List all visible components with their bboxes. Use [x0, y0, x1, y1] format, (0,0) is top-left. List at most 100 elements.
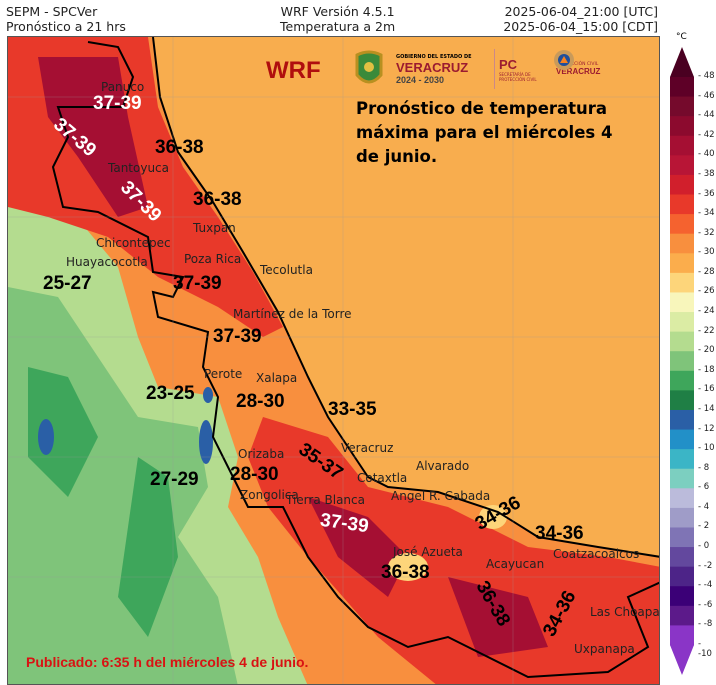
colorbar-tick: - -10 — [698, 639, 712, 659]
wrf-logo: WRF — [266, 57, 321, 84]
cold-spot — [203, 387, 213, 403]
city-label: Huayacocotla — [66, 255, 148, 269]
city-label: Coatzacoalcos — [553, 547, 640, 561]
city-label: Acayucan — [486, 557, 545, 571]
colorbar-swatch — [670, 116, 694, 137]
temperature-colorbar: °C - 48 - 46 - 44 - 42 - 40 - 38 - 36 - 34 - 32 -… — [668, 32, 716, 685]
colorbar-swatch — [670, 586, 694, 607]
temp-range-label: 23-25 — [146, 383, 195, 404]
colorbar-max-arrow — [670, 47, 694, 77]
colorbar-swatch — [670, 312, 694, 333]
city-label: Tuxpan — [193, 221, 236, 235]
temp-range-label: 33-35 — [328, 399, 377, 420]
cold-spot — [199, 420, 213, 464]
map-gridlines — [8, 37, 659, 684]
colorbar-tick: - -2 — [698, 560, 713, 571]
colorbar-tick: - 34 — [698, 208, 715, 219]
colorbar-swatch — [670, 409, 694, 431]
very-hot-zone — [308, 497, 408, 597]
colorbar-tick: - 48 — [698, 71, 715, 81]
colorbar-swatch — [670, 155, 694, 176]
colorbar-tick: - 8 — [698, 462, 710, 473]
temp-range-label: 25-27 — [43, 273, 92, 294]
warm-spot — [388, 553, 428, 581]
temp-range-label: 37-39 — [93, 93, 142, 114]
highland-green-zone — [118, 457, 178, 637]
temp-range-label: 36-38 — [155, 137, 204, 158]
city-label: Angel R. Cabada — [391, 489, 491, 503]
forecast-title: Pronóstico de temperatura máxima para el… — [356, 99, 613, 166]
city-label: Martínez de la Torre — [233, 307, 352, 321]
colorbar-swatch — [670, 96, 694, 117]
colorbar-swatch — [670, 468, 694, 489]
temp-range-label: 28-30 — [236, 391, 285, 412]
published-note: Publicado: 6:35 h del miércoles 4 de jun… — [26, 654, 309, 670]
colorbar-tick: - 46 — [698, 90, 715, 101]
colorbar-unit: °C — [676, 32, 687, 42]
temp-range-label: 34-36 — [535, 523, 584, 544]
colorbar-swatch — [670, 214, 694, 235]
city-label: Orizaba — [238, 447, 285, 461]
city-label: Poza Rica — [184, 252, 242, 266]
city-label: Las Choapas — [590, 605, 660, 619]
colorbar-swatch — [670, 135, 694, 156]
colorbar-swatch — [670, 370, 694, 391]
highland-green-zone — [28, 367, 98, 497]
colorbar-min-arrow — [670, 645, 694, 675]
city-label: Alvarado — [416, 459, 470, 473]
colorbar-tick: - 14 — [698, 403, 715, 414]
city-label: Chicontepec — [96, 236, 171, 250]
colorbar-scale — [670, 47, 694, 675]
city-label: Uxpanapa — [574, 642, 635, 656]
colorbar-swatch — [670, 449, 694, 470]
temp-range-label: 27-29 — [150, 469, 199, 490]
map-shading — [8, 37, 659, 684]
temp-range-label: 36-38 — [381, 562, 430, 583]
city-label: Cotaxtla — [357, 471, 408, 485]
temp-range-label: 36-38 — [193, 189, 242, 210]
colorbar-tick: - -4 — [698, 580, 713, 591]
city-label: Tecolutla — [260, 263, 313, 277]
temp-range-label: 28-30 — [230, 464, 279, 485]
header-center: WRF Versión 4.5.1 Temperatura a 2m — [280, 4, 396, 34]
colorbar-tick: - 18 — [698, 364, 715, 375]
colorbar-swatch — [670, 292, 694, 313]
colorbar-swatch — [670, 174, 694, 196]
colorbar-swatch — [670, 194, 694, 215]
coastline — [152, 37, 659, 558]
colorbar-tick: - 44 — [698, 110, 715, 121]
colorbar-tick: - -6 — [698, 599, 713, 610]
colorbar-swatch — [670, 507, 694, 528]
header-left: SEPM - SPCVer Pronóstico a 21 hrs — [6, 4, 126, 34]
city-label: Perote — [204, 367, 243, 381]
colorbar-tick: - -8 — [698, 619, 713, 630]
warm-spot — [479, 505, 507, 529]
colorbar-swatch — [670, 429, 694, 450]
colorbar-tick: - 16 — [698, 384, 715, 395]
colorbar-tick: - 28 — [698, 266, 715, 277]
colorbar-tick: - 6 — [698, 482, 710, 493]
colorbar-tick: - 22 — [698, 325, 715, 336]
city-label: Xalapa — [256, 371, 298, 385]
colorbar-tick: - 30 — [698, 247, 715, 258]
colorbar-tick: - 38 — [698, 168, 715, 179]
city-label: José Azueta — [393, 545, 463, 559]
colorbar-swatch — [670, 605, 694, 626]
proteccion-civil-logo: PROTECCIÓN CIVIL VERACRUZ — [553, 49, 600, 89]
colorbar-swatch — [670, 233, 694, 254]
header-right: 2025-06-04_21:00 [UTC] 2025-06-04_15:00 [… — [503, 4, 658, 34]
colorbar-swatch — [670, 547, 694, 568]
colorbar-swatch — [670, 351, 694, 372]
temp-range-label: 37-39 — [173, 273, 222, 294]
colorbar-tick: - 0 — [698, 541, 710, 552]
colorbar-tick: - 42 — [698, 129, 715, 140]
city-label: Tantoyuca — [108, 161, 170, 175]
colorbar-swatch — [670, 566, 694, 587]
city-label: Panuco — [101, 80, 145, 94]
colorbar-swatch — [670, 625, 694, 646]
city-label: Tierra Blanca — [286, 493, 365, 507]
colorbar-tick: - 4 — [698, 501, 710, 512]
colorbar-swatch — [670, 488, 694, 509]
colorbar-tick: - 12 — [698, 423, 715, 434]
colorbar-tick: - 10 — [698, 443, 715, 454]
